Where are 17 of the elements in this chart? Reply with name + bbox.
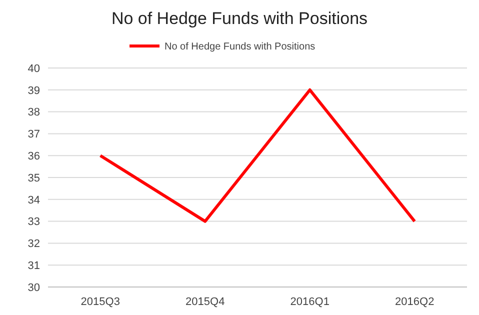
chart-title: No of Hedge Funds with Positions xyxy=(111,9,368,28)
x-tick-label: 2015Q3 xyxy=(80,296,120,308)
legend-label: No of Hedge Funds with Positions xyxy=(164,42,316,52)
x-tick-label: 2016Q2 xyxy=(395,296,434,308)
y-tick-label: 34 xyxy=(28,194,40,206)
y-tick-label: 31 xyxy=(28,260,40,272)
x-tick-label: 2016Q1 xyxy=(290,296,330,308)
y-tick-label: 32 xyxy=(28,238,40,250)
y-tick-label: 37 xyxy=(28,128,40,141)
y-tick-label: 36 xyxy=(28,150,40,162)
y-tick-label: 30 xyxy=(28,282,40,294)
x-tick-label: 2015Q4 xyxy=(186,296,225,308)
y-tick-label: 33 xyxy=(28,216,40,228)
y-tick-label: 40 xyxy=(28,62,40,75)
y-tick-label: 35 xyxy=(28,172,40,184)
y-tick-label: 38 xyxy=(28,106,40,119)
y-tick-label: 39 xyxy=(28,84,40,97)
